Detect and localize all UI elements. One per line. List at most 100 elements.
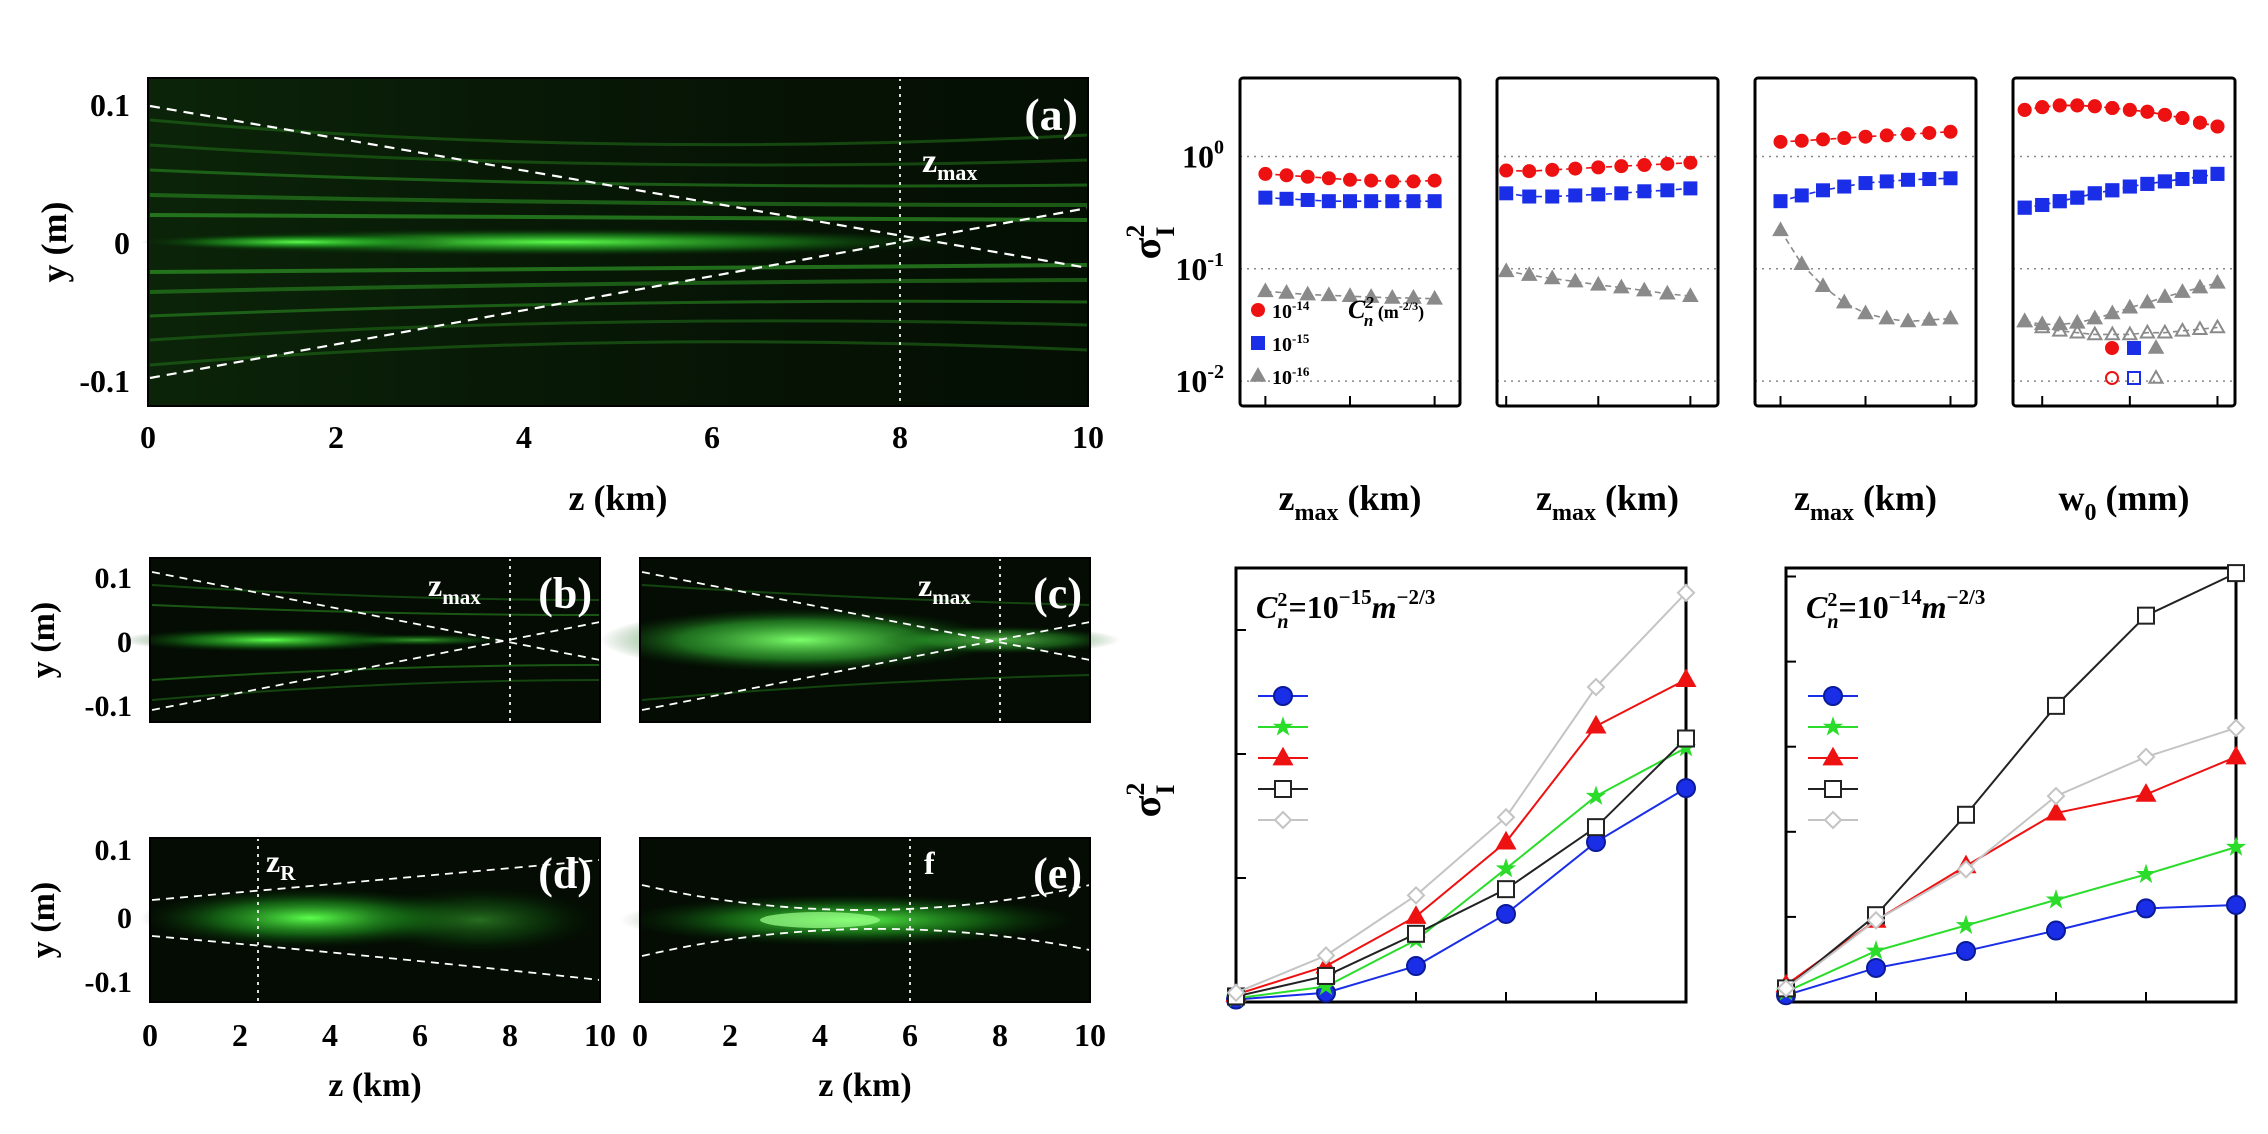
data-point (1857, 304, 1874, 320)
subplot-xlabel: zmax (km) (1794, 478, 1937, 526)
data-point (2227, 564, 2245, 583)
data-point (2225, 836, 2247, 856)
legend-marker (2127, 371, 2141, 385)
data-point (1497, 262, 1515, 278)
panel-d-xlabel: z (km) (328, 1067, 421, 1104)
panel-e: (e) f 0 2 4 6 8 10 z (km) (620, 837, 1106, 1104)
subplot-frame (1495, 76, 1720, 408)
data-point (1683, 181, 1698, 196)
data-point (1816, 183, 1830, 198)
panel-d-xtick: 6 (412, 1017, 428, 1053)
legend-marker (1272, 746, 1294, 766)
panel-a-xtick: 10 (1072, 419, 1104, 455)
legend-marker (1249, 367, 1267, 382)
series-line (1785, 727, 2237, 990)
data-point (1837, 179, 1852, 194)
panel-f-subplot-gb: w0 (mm) (2011, 76, 2237, 526)
data-point (2121, 298, 2139, 314)
data-point (2017, 102, 2032, 117)
panel-g-subplot-2: C2 n=10−14m−2/3 (1775, 564, 2247, 1006)
data-point (2122, 179, 2137, 194)
data-point (2174, 283, 2191, 298)
data-point (2175, 111, 2190, 126)
series-line (1785, 755, 2237, 986)
data-point (1682, 287, 1699, 303)
data-point (1495, 857, 1517, 878)
panel-a-xticks: 0 2 4 6 8 10 (140, 419, 1104, 455)
data-point (2174, 321, 2191, 337)
data-point (2140, 176, 2155, 191)
data-point (1545, 189, 1560, 204)
data-point (1364, 194, 1379, 209)
data-point (1499, 186, 1514, 201)
data-point (1406, 194, 1421, 209)
panel-f-subplot-iopb: zmax (km) (1238, 76, 1462, 526)
data-point (2210, 119, 2225, 134)
data-point (2070, 190, 2085, 205)
data-point (2122, 102, 2137, 117)
data-point (1660, 156, 1675, 171)
data-point (2087, 99, 2102, 114)
data-point (1385, 194, 1400, 209)
panel-a-label: (a) (1024, 89, 1078, 140)
legend-entry: 10-14 (1272, 298, 1310, 323)
legend-marker (1251, 336, 1265, 350)
data-point (1321, 171, 1336, 186)
series-line (1235, 746, 1687, 1000)
data-point (1362, 288, 1380, 303)
data-point (1614, 186, 1629, 201)
panel-g-subplot-1: C2 n=10−15m−2/3 (1225, 566, 1697, 1010)
panel-a: (a) zmax 0.1 0 -0.1 0 2 4 6 8 10 z (km) … (34, 77, 1104, 518)
data-point (1364, 173, 1379, 188)
data-point (2192, 169, 2207, 184)
data-point (2139, 293, 2156, 309)
subplot-xlabel: w0 (mm) (2059, 478, 2190, 526)
series-line (1235, 592, 1687, 994)
data-point (2135, 783, 2157, 802)
data-point (1520, 266, 1538, 281)
panel-a-ytick: 0 (114, 225, 130, 261)
panel-d-ytick: 0.1 (95, 834, 133, 867)
legend-marker (1272, 716, 1294, 736)
data-point (1591, 187, 1606, 202)
data-point (2086, 325, 2104, 341)
panel-e-xtick: 6 (902, 1017, 918, 1053)
data-point (1956, 940, 1976, 961)
subplot-xlabel: zmax (km) (1279, 478, 1422, 526)
data-point (1899, 312, 1917, 328)
data-point (2210, 166, 2225, 181)
data-point (1955, 914, 1977, 935)
data-point (2086, 309, 2104, 325)
panel-e-marker-label: f (924, 845, 935, 881)
data-point (2104, 325, 2121, 341)
data-point (1943, 171, 1958, 186)
data-point (1773, 194, 1788, 209)
data-point (1279, 191, 1294, 206)
data-point (2045, 889, 2067, 909)
data-point (1226, 983, 1246, 1003)
series-line (2024, 282, 2218, 326)
data-point (1343, 172, 1357, 187)
panel-d-xtick: 2 (232, 1017, 248, 1053)
data-point (1300, 192, 1315, 207)
panel-b-marker-label: zmax (428, 567, 481, 609)
data-point (1385, 174, 1400, 189)
legend-marker (1824, 780, 1842, 798)
data-point (1922, 125, 1937, 140)
panel-a-xlabel: z (km) (569, 478, 668, 518)
data-point (1343, 194, 1357, 209)
panel-d-ylabel: y (m) (25, 882, 62, 958)
panel-c-marker-label: zmax (918, 567, 971, 609)
data-point (1637, 184, 1652, 199)
data-point (1858, 129, 1873, 144)
data-point (2209, 318, 2226, 334)
data-point (2068, 323, 2086, 339)
panel-a-yticks: 0.1 0 -0.1 (79, 87, 130, 399)
data-point (1835, 293, 1853, 309)
panel-f-ylabel: σ2I (1121, 225, 1180, 260)
data-point (2105, 101, 2120, 116)
data-point (1299, 285, 1317, 301)
data-point (2087, 186, 2102, 201)
panel-d-xtick: 10 (584, 1017, 616, 1053)
legend-marker (1273, 686, 1293, 706)
